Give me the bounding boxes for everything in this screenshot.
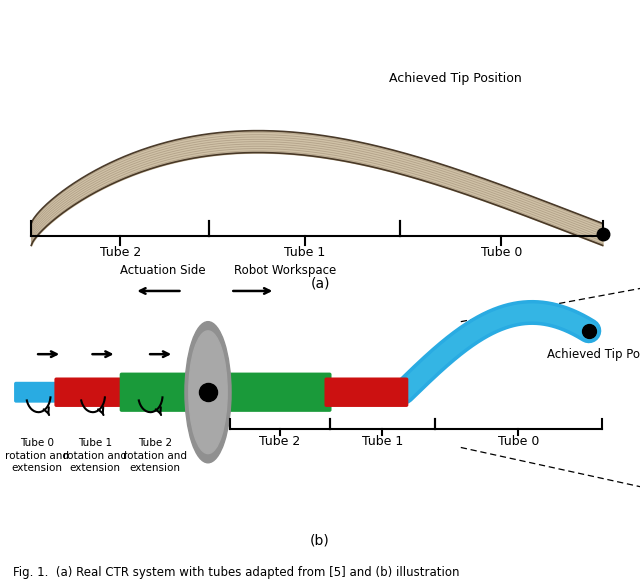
Text: Tube 2
rotation and
extension: Tube 2 rotation and extension [123, 438, 187, 473]
Text: Achieved Tip Position: Achieved Tip Position [388, 72, 522, 85]
Text: Tube 1: Tube 1 [284, 247, 325, 259]
FancyBboxPatch shape [228, 373, 332, 412]
FancyBboxPatch shape [120, 373, 188, 412]
Text: Tube 0: Tube 0 [481, 247, 522, 259]
FancyBboxPatch shape [54, 377, 125, 407]
Ellipse shape [189, 331, 227, 454]
Text: Tube 2: Tube 2 [100, 247, 141, 259]
Text: Tube 1: Tube 1 [362, 435, 403, 448]
FancyBboxPatch shape [324, 377, 408, 407]
Ellipse shape [185, 322, 231, 463]
Text: Tube 0: Tube 0 [498, 435, 539, 448]
Text: Robot Workspace: Robot Workspace [234, 264, 336, 278]
Text: Achieved Tip Position: Achieved Tip Position [547, 348, 640, 361]
Text: Tube 0
rotation and
extension: Tube 0 rotation and extension [5, 438, 69, 473]
Text: Tube 1
rotation and
extension: Tube 1 rotation and extension [63, 438, 127, 473]
Text: Fig. 1.  (a) Real CTR system with tubes adapted from [5] and (b) illustration: Fig. 1. (a) Real CTR system with tubes a… [13, 566, 460, 579]
FancyBboxPatch shape [14, 382, 60, 403]
Text: (b): (b) [310, 534, 330, 548]
Text: Tube 2: Tube 2 [259, 435, 301, 448]
Text: (a): (a) [310, 276, 330, 291]
Text: Actuation Side: Actuation Side [120, 264, 206, 278]
